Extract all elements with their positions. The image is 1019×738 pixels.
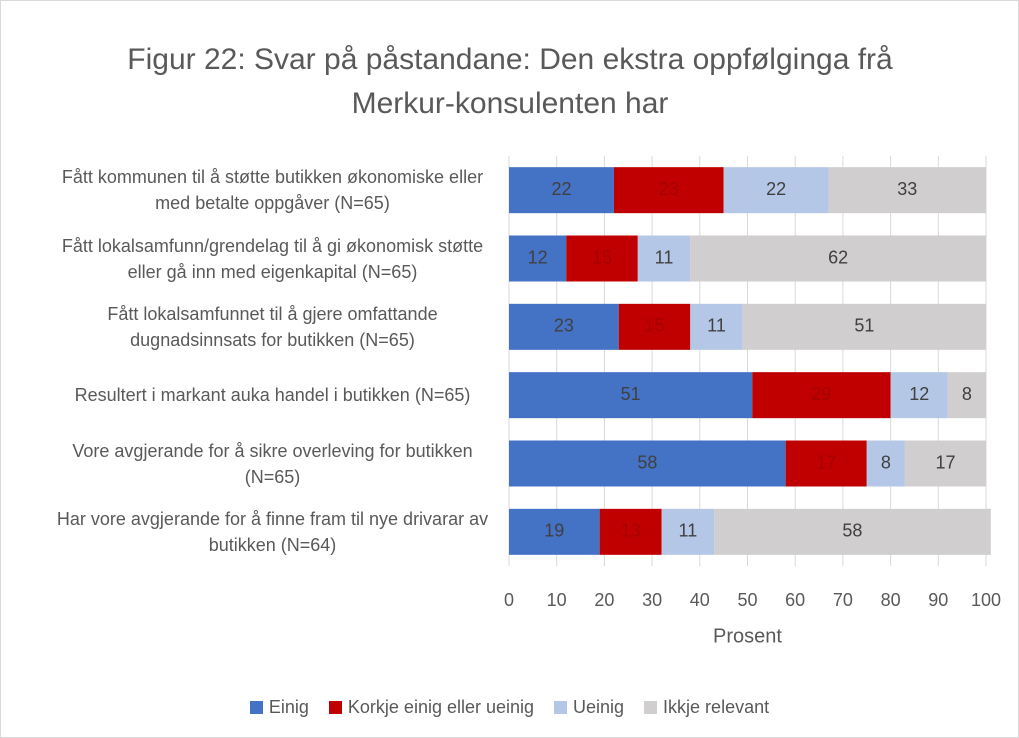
bar-segment	[752, 372, 891, 419]
bar-segment	[828, 167, 986, 214]
data-label: 58	[842, 521, 862, 541]
bar-segment	[904, 440, 986, 487]
legend-label: Einig	[268, 697, 309, 717]
bar-segment	[509, 440, 786, 487]
legend: Einig Korkje einig eller ueinig Ueinig Ikkj…	[0, 697, 1019, 718]
data-label: 23	[659, 179, 679, 199]
data-label: 19	[544, 521, 564, 541]
bar-segment	[509, 167, 614, 214]
x-tick-label: 20	[594, 590, 614, 610]
legend-swatch	[249, 701, 263, 714]
category-label: Vore avgjerande for å sikre overleving f…	[72, 440, 473, 487]
legend-item: Einig	[249, 697, 309, 718]
data-label: 51	[621, 384, 641, 404]
data-label: 22	[766, 179, 786, 199]
legend-label: Ueinig	[573, 697, 625, 717]
bar-segment	[509, 372, 753, 419]
data-label: 15	[592, 247, 612, 267]
data-label: 11	[655, 247, 674, 267]
data-label: 62	[828, 247, 848, 267]
legend-swatch	[554, 701, 568, 714]
data-label: 12	[909, 384, 929, 404]
bar-segment	[661, 508, 715, 555]
data-label: 22	[551, 179, 571, 199]
bar-segment	[785, 440, 867, 487]
data-label: 29	[811, 384, 831, 404]
bar-segment	[723, 167, 829, 214]
category-label: Fått kommunen til å støtte butikken økon…	[61, 167, 484, 214]
data-label: 8	[962, 384, 972, 404]
x-tick-label: 10	[547, 590, 567, 610]
bar-segment	[509, 235, 567, 282]
legend-item: Korkje einig eller ueinig	[328, 697, 535, 718]
bar-segment	[637, 235, 691, 282]
data-label: 17	[935, 452, 955, 472]
bar-segment	[714, 508, 991, 555]
data-label: 13	[621, 521, 641, 541]
x-tick-label: 60	[785, 590, 805, 610]
x-tick-label: 50	[737, 590, 757, 610]
bar-segment	[890, 372, 948, 419]
legend-label: Korkje einig eller ueinig	[347, 697, 535, 717]
legend-item: Ueinig	[554, 697, 624, 718]
data-label: 23	[554, 316, 574, 336]
data-label: 33	[897, 179, 917, 199]
chart-title: Figur 22: Svar på påstandane: Den ekstra…	[127, 43, 893, 120]
data-label: 11	[707, 316, 726, 336]
legend-swatch	[644, 701, 658, 714]
x-tick-label: 0	[504, 590, 514, 610]
bar-segment	[509, 508, 600, 555]
x-tick-label: 70	[833, 590, 853, 610]
legend-item: Ikkje relevant	[644, 697, 769, 718]
x-tick-label: 90	[928, 590, 948, 610]
bar-segment	[599, 508, 662, 555]
data-label: 51	[854, 316, 874, 336]
bar-segment	[509, 303, 619, 350]
legend-label: Ikkje relevant	[663, 697, 770, 717]
category-label: Fått lokalsamfunnet til å gjere omfattan…	[107, 303, 438, 350]
bar-segment	[566, 235, 638, 282]
data-label: 12	[528, 247, 548, 267]
category-label: Resultert i markant auka handel i butikk…	[74, 385, 471, 406]
bar-segment	[690, 235, 986, 282]
data-label: 58	[637, 452, 657, 472]
x-tick-label: 100	[971, 590, 1001, 610]
x-axis-title: Prosent	[713, 625, 782, 647]
data-label: 15	[644, 316, 664, 336]
x-tick-label: 40	[690, 590, 710, 610]
bar-segment	[613, 167, 724, 214]
bar-segment	[742, 303, 986, 350]
x-tick-label: 80	[881, 590, 901, 610]
data-label: 8	[881, 452, 891, 472]
category-label: Fått lokalsamfunn/grendelag til å gi øko…	[61, 235, 484, 282]
data-label: 11	[679, 521, 698, 541]
data-label: 17	[816, 452, 836, 472]
bar-segment	[618, 303, 691, 350]
category-label: Har vore avgjerande for å finne fram til…	[56, 508, 489, 555]
bar-segment	[866, 440, 905, 487]
x-tick-label: 30	[642, 590, 662, 610]
bar-segment	[947, 372, 986, 419]
legend-swatch	[328, 701, 342, 714]
bar-segment	[690, 303, 743, 350]
